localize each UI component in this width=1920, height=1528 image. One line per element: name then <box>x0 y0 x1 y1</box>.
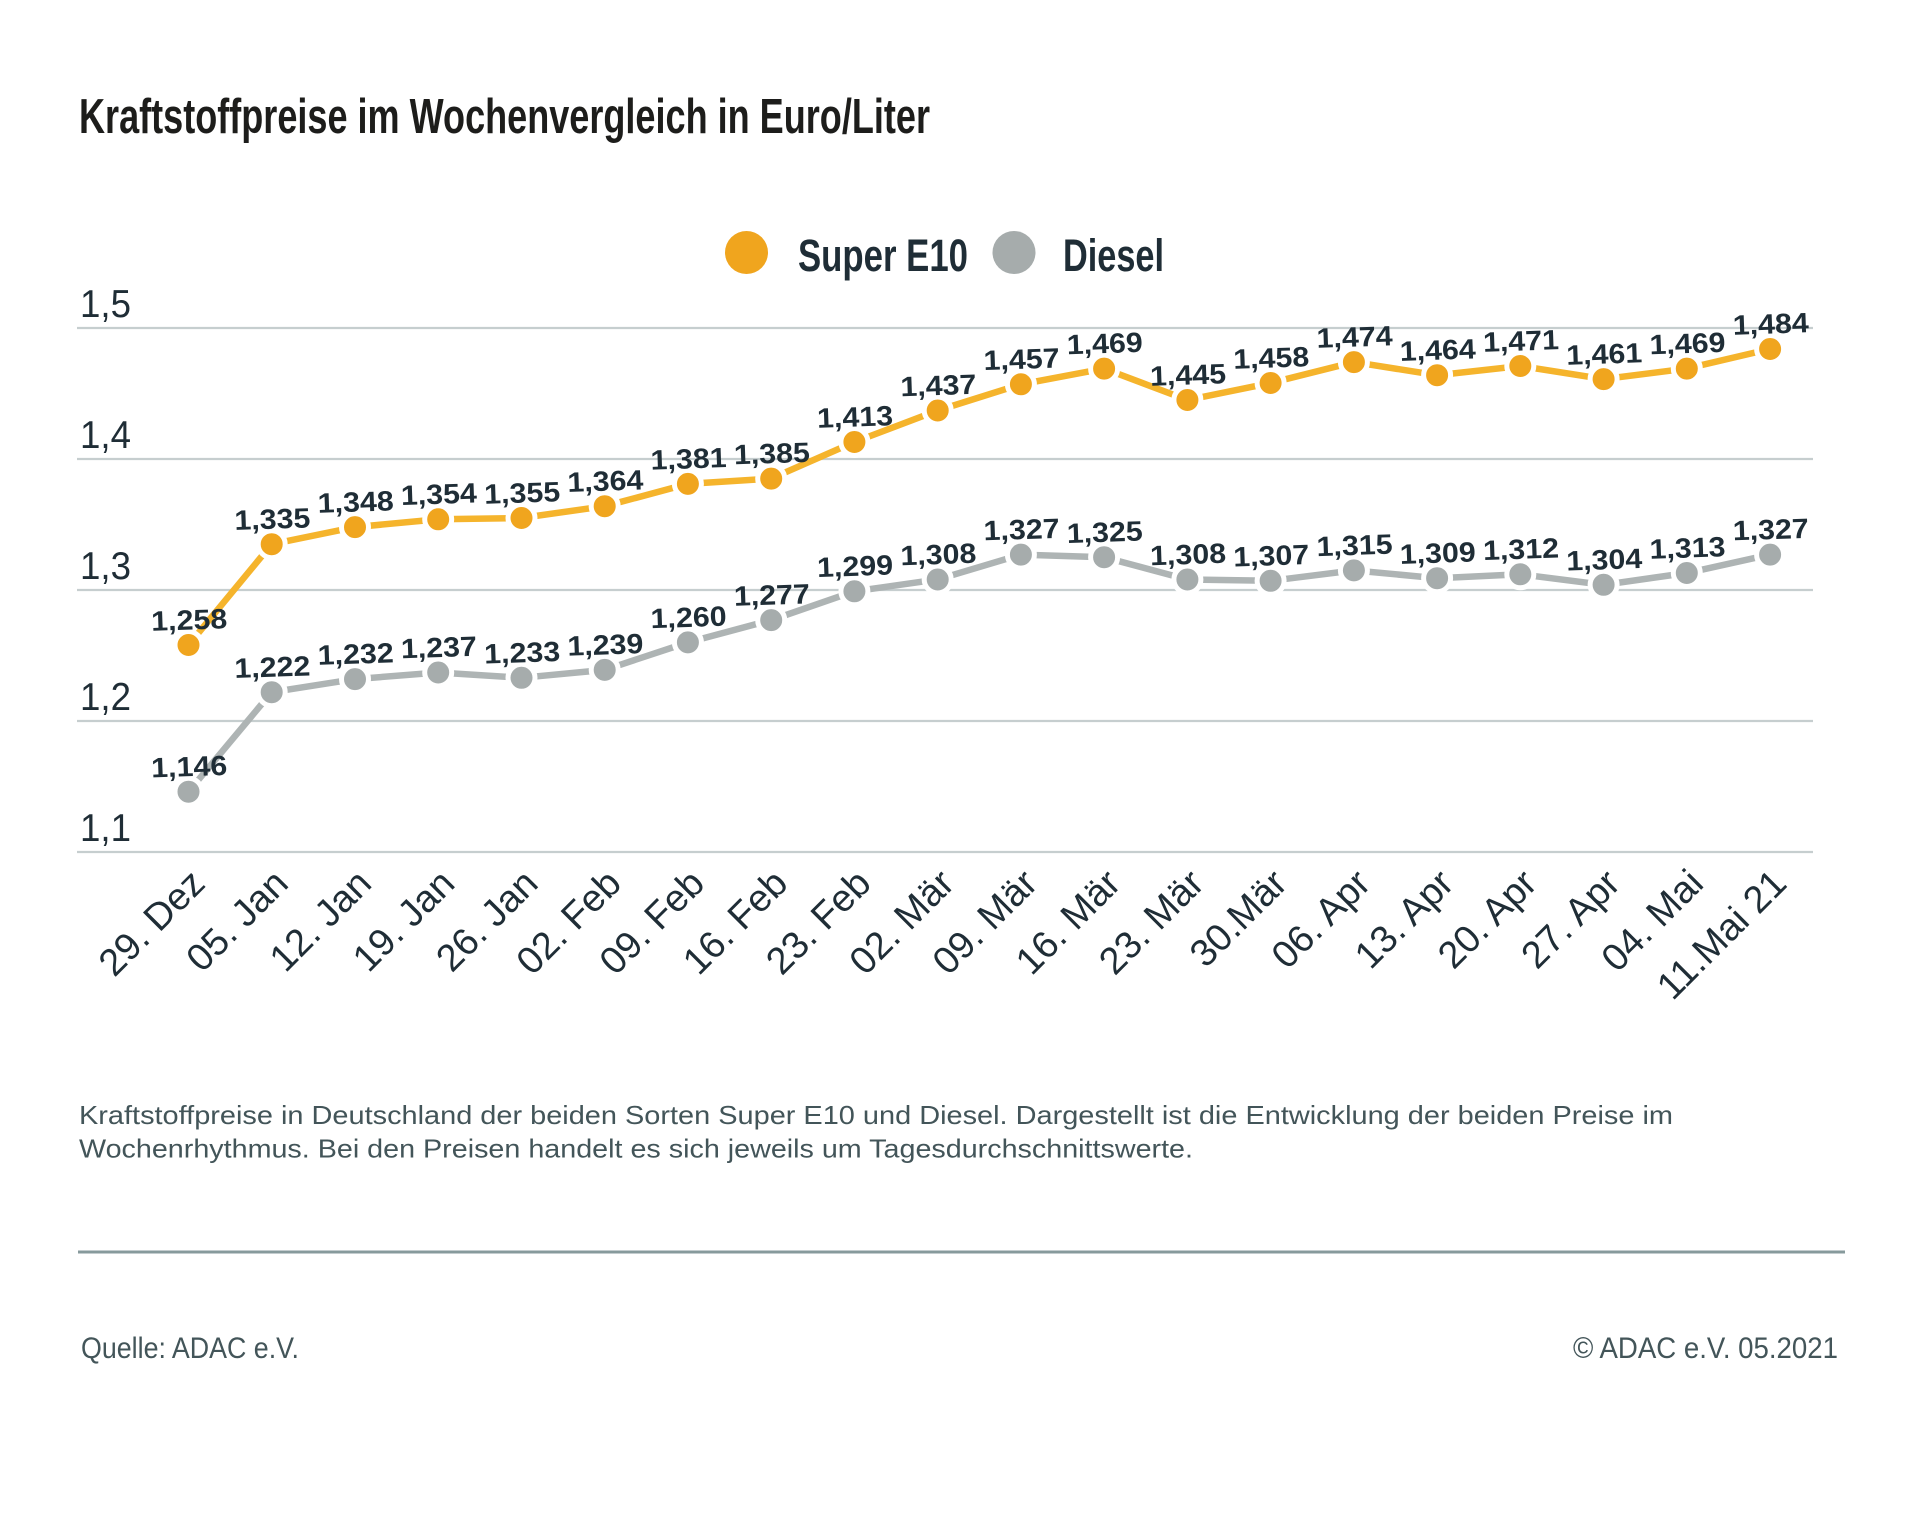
svg-text:1,469: 1,469 <box>1649 327 1726 361</box>
svg-text:1,308: 1,308 <box>900 538 977 572</box>
svg-text:1,354: 1,354 <box>400 477 477 511</box>
svg-text:1,222: 1,222 <box>234 650 311 684</box>
svg-text:1,277: 1,277 <box>733 578 810 612</box>
svg-text:1,474: 1,474 <box>1316 320 1393 354</box>
svg-text:1,315: 1,315 <box>1316 529 1393 563</box>
svg-text:1,146: 1,146 <box>151 750 228 784</box>
svg-text:1,471: 1,471 <box>1482 324 1559 358</box>
svg-text:1,313: 1,313 <box>1649 531 1726 565</box>
svg-text:1,2: 1,2 <box>80 676 131 719</box>
svg-text:© ADAC e.V. 05.2021: © ADAC e.V. 05.2021 <box>1573 1332 1838 1365</box>
svg-text:1,312: 1,312 <box>1482 532 1559 566</box>
svg-text:1,233: 1,233 <box>484 636 561 670</box>
svg-text:1,4: 1,4 <box>80 414 131 457</box>
svg-text:1,327: 1,327 <box>983 513 1060 547</box>
svg-text:1,464: 1,464 <box>1399 333 1476 367</box>
svg-text:Kraftstoffpreise in Deutschlan: Kraftstoffpreise in Deutschland der beid… <box>79 1100 1673 1130</box>
svg-text:1,327: 1,327 <box>1732 513 1809 547</box>
svg-text:1,3: 1,3 <box>80 545 131 588</box>
svg-text:1,461: 1,461 <box>1566 337 1643 371</box>
svg-text:1,299: 1,299 <box>817 549 894 583</box>
svg-text:1,232: 1,232 <box>317 637 394 671</box>
svg-text:1,237: 1,237 <box>400 631 477 665</box>
svg-text:1,355: 1,355 <box>484 476 561 510</box>
svg-text:1,325: 1,325 <box>1066 515 1143 549</box>
svg-text:1,5: 1,5 <box>80 283 131 326</box>
svg-text:1,364: 1,364 <box>567 464 644 498</box>
svg-text:1,304: 1,304 <box>1566 543 1643 577</box>
svg-text:1,469: 1,469 <box>1066 327 1143 361</box>
svg-text:1,307: 1,307 <box>1233 539 1310 573</box>
svg-text:1,445: 1,445 <box>1150 358 1227 392</box>
svg-text:Quelle: ADAC e.V.: Quelle: ADAC e.V. <box>81 1332 299 1365</box>
svg-text:1,385: 1,385 <box>733 437 810 471</box>
svg-text:1,458: 1,458 <box>1233 341 1310 375</box>
svg-text:1,413: 1,413 <box>817 400 894 434</box>
svg-text:1,484: 1,484 <box>1732 307 1809 341</box>
svg-text:Wochenrhythmus. Bei den Preise: Wochenrhythmus. Bei den Preisen handelt … <box>79 1134 1193 1164</box>
svg-text:1,437: 1,437 <box>900 369 977 403</box>
svg-text:1,260: 1,260 <box>650 601 727 635</box>
svg-text:1,258: 1,258 <box>151 603 228 637</box>
svg-text:1,457: 1,457 <box>983 342 1060 376</box>
svg-text:1,335: 1,335 <box>234 502 311 536</box>
svg-text:Super E10: Super E10 <box>798 230 968 281</box>
svg-text:1,381: 1,381 <box>650 442 727 476</box>
svg-text:1,308: 1,308 <box>1150 538 1227 572</box>
svg-text:1,239: 1,239 <box>567 628 644 662</box>
svg-text:Diesel: Diesel <box>1063 230 1164 281</box>
svg-text:Kraftstoffpreise im Wochenverg: Kraftstoffpreise im Wochenvergleich in E… <box>79 90 930 144</box>
svg-text:1,348: 1,348 <box>317 485 394 519</box>
svg-text:1,1: 1,1 <box>80 807 131 850</box>
svg-text:1,309: 1,309 <box>1399 536 1476 570</box>
